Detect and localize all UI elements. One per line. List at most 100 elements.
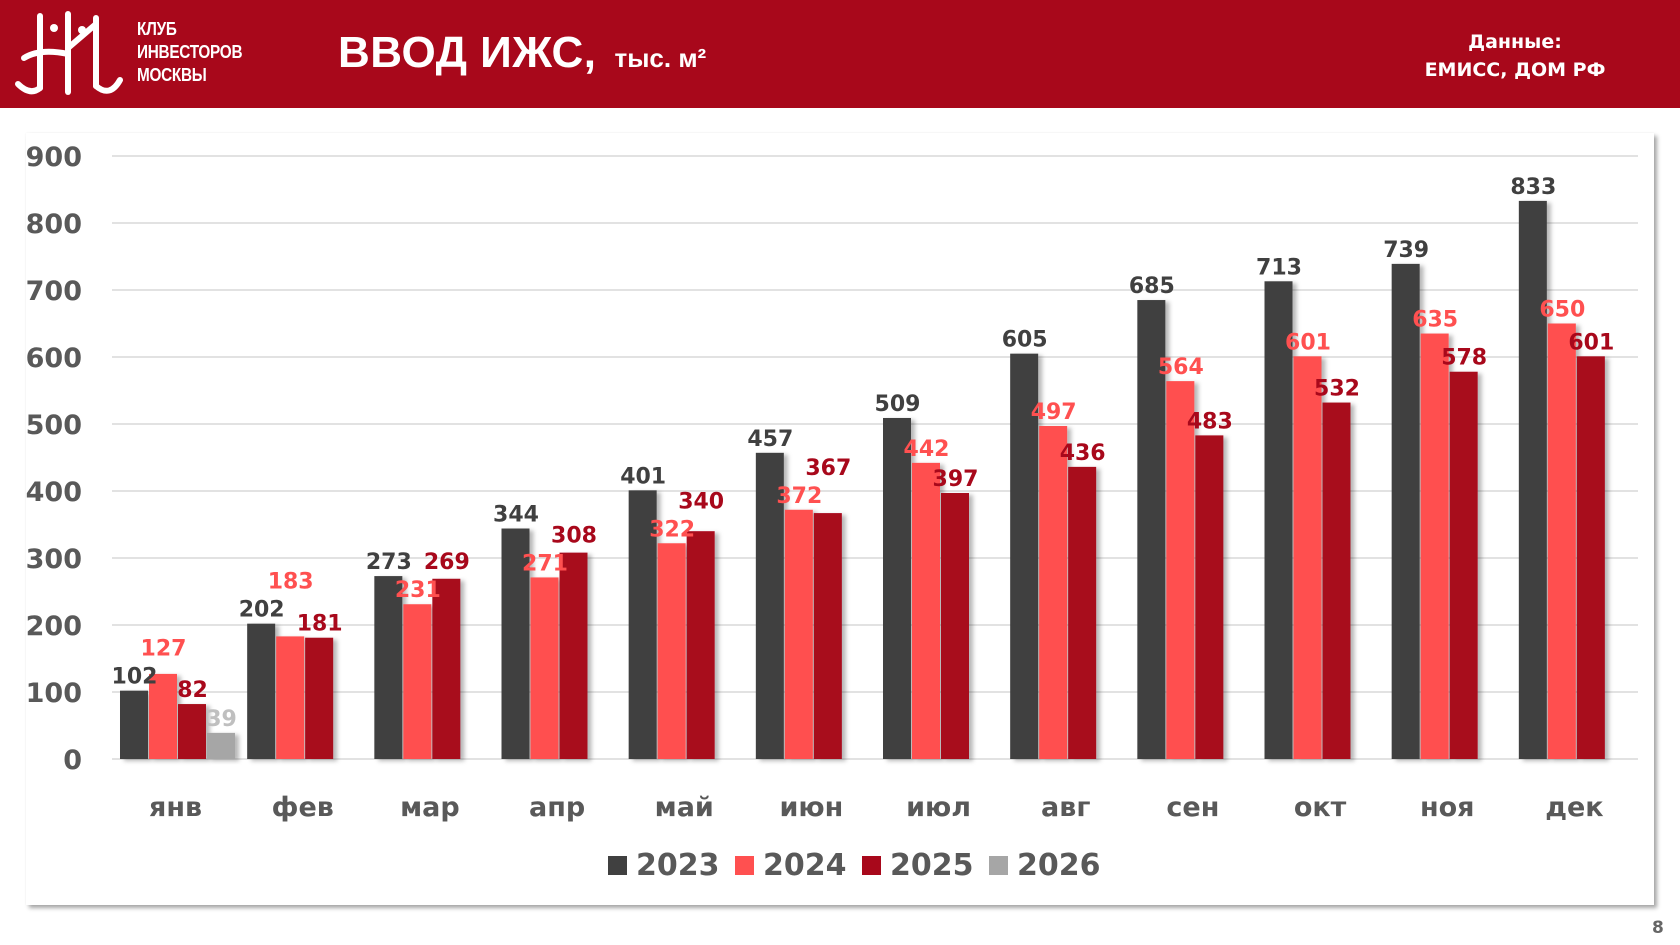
page-title: ВВОД ИЖС, тыс. м² — [338, 28, 706, 78]
bar-2025-5 — [813, 513, 842, 759]
header-bar: КЛУБ ИНВЕСТОРОВ МОСКВЫ ВВОД ИЖС, тыс. м² … — [0, 0, 1680, 108]
y-tick-label: 200 — [26, 611, 82, 642]
x-tick-label: янв — [149, 792, 202, 823]
x-tick-label: мар — [400, 792, 460, 823]
bar-2025-4 — [686, 531, 715, 759]
data-label-2024-6: 442 — [904, 437, 950, 462]
data-label-2023-9: 713 — [1256, 255, 1302, 280]
data-label-2023-3: 344 — [493, 503, 539, 528]
bar-2024-5 — [784, 509, 813, 759]
data-label-2025-11: 601 — [1568, 330, 1614, 355]
data-label-2024-8: 564 — [1158, 355, 1204, 380]
bar-2024-0 — [149, 673, 177, 759]
x-tick-label: авг — [1041, 792, 1090, 823]
club-name-line-3: МОСКВЫ — [137, 65, 207, 85]
data-label-2026-0: 39 — [206, 707, 237, 732]
bar-2025-9 — [1322, 402, 1351, 759]
bar-2023-6 — [883, 417, 911, 759]
bar-2025-8 — [1195, 435, 1224, 759]
bar-2025-2 — [432, 578, 461, 759]
data-label-2024-7: 497 — [1031, 400, 1077, 425]
club-name: КЛУБ ИНВЕСТОРОВ МОСКВЫ — [137, 18, 261, 87]
legend-swatch-2025 — [862, 856, 881, 875]
data-label-2023-0: 102 — [112, 665, 158, 690]
club-name-line-2: ИНВЕСТОРОВ — [137, 42, 243, 62]
data-label-2025-1: 181 — [297, 612, 343, 637]
legend-label-2026: 2026 — [1017, 848, 1101, 883]
x-tick-label: фев — [272, 792, 334, 823]
source-label: Данные: — [1468, 31, 1562, 53]
data-label-2024-9: 601 — [1285, 330, 1331, 355]
legend-label-2023: 2023 — [636, 848, 720, 883]
bar-2023-7 — [1010, 353, 1039, 759]
y-tick-label: 0 — [63, 745, 82, 776]
page-number: 8 — [1652, 918, 1664, 938]
bar-2024-11 — [1547, 323, 1576, 759]
data-label-2023-6: 509 — [875, 392, 921, 417]
y-tick-label: 400 — [26, 477, 82, 508]
data-label-2023-2: 273 — [366, 550, 412, 575]
data-label-2025-3: 308 — [551, 523, 597, 548]
source-value: ЕМИСС, ДОМ РФ — [1424, 59, 1606, 81]
data-label-2024-4: 322 — [649, 517, 695, 542]
title-main: ВВОД ИЖС, — [338, 28, 597, 77]
bar-2023-3 — [501, 528, 530, 759]
bar-2024-7 — [1039, 426, 1068, 759]
bar-2024-4 — [657, 543, 686, 759]
bar-2024-3 — [530, 577, 559, 759]
bar-2025-6 — [941, 493, 969, 759]
bar-2024-10 — [1420, 333, 1449, 759]
bar-2023-1 — [247, 623, 276, 759]
data-label-2023-7: 605 — [1002, 328, 1048, 353]
y-tick-label: 500 — [26, 410, 82, 441]
data-label-2024-1: 183 — [268, 570, 314, 595]
bar-2025-11 — [1576, 356, 1605, 759]
bar-2023-0 — [120, 690, 148, 759]
x-tick-label: ноя — [1420, 792, 1475, 823]
data-label-2025-7: 436 — [1060, 441, 1106, 466]
data-label-2025-0: 82 — [177, 678, 208, 703]
legend-swatch-2024 — [735, 856, 754, 875]
data-label-2023-4: 401 — [620, 464, 666, 489]
data-label-2025-4: 340 — [678, 489, 724, 514]
data-label-2025-6: 397 — [933, 467, 979, 492]
y-tick-label: 100 — [26, 678, 82, 709]
club-logo-icon — [15, 11, 123, 95]
bar-2023-9 — [1264, 281, 1293, 759]
x-tick-label: окт — [1294, 792, 1347, 823]
bar-2024-6 — [912, 462, 940, 759]
bar-2025-1 — [305, 637, 334, 759]
chart-frame: 0 100 200 300 400 500 600 700 800 900 102 127 82 39 20… — [26, 133, 1654, 905]
data-label-2023-1: 202 — [239, 598, 285, 623]
bar-2025-3 — [559, 552, 588, 759]
bar-2023-10 — [1391, 263, 1420, 759]
bar-2024-9 — [1293, 356, 1322, 759]
bar-2023-4 — [628, 490, 657, 759]
data-label-2023-8: 685 — [1129, 274, 1175, 299]
bar-2023-8 — [1137, 300, 1166, 759]
x-tick-label: июл — [906, 792, 971, 823]
bar-2025-0 — [178, 704, 206, 759]
bar-2023-5 — [755, 452, 784, 759]
x-tick-label: дек — [1545, 792, 1603, 823]
legend-swatch-2023 — [608, 856, 627, 875]
bar-2023-11 — [1518, 200, 1547, 759]
data-label-2025-10: 578 — [1441, 346, 1487, 371]
data-label-2025-2: 269 — [424, 550, 470, 575]
club-name-line-1: КЛУБ — [137, 19, 177, 39]
legend-swatch-2026 — [989, 856, 1008, 875]
legend-label-2025: 2025 — [890, 848, 974, 883]
data-source: Данные: ЕМИСС, ДОМ РФ — [1395, 28, 1635, 84]
y-tick-label: 300 — [26, 544, 82, 575]
y-tick-label: 700 — [26, 276, 82, 307]
bar-2024-2 — [403, 604, 432, 759]
data-label-2025-5: 367 — [805, 456, 851, 481]
y-tick-label: 600 — [26, 343, 82, 374]
y-tick-label: 900 — [26, 142, 82, 173]
data-label-2025-8: 483 — [1187, 409, 1233, 434]
data-label-2024-11: 650 — [1539, 298, 1585, 323]
x-tick-label: июн — [780, 792, 844, 823]
data-label-2023-11: 833 — [1510, 175, 1556, 200]
data-label-2025-9: 532 — [1314, 377, 1360, 402]
data-label-2023-5: 457 — [747, 427, 793, 452]
